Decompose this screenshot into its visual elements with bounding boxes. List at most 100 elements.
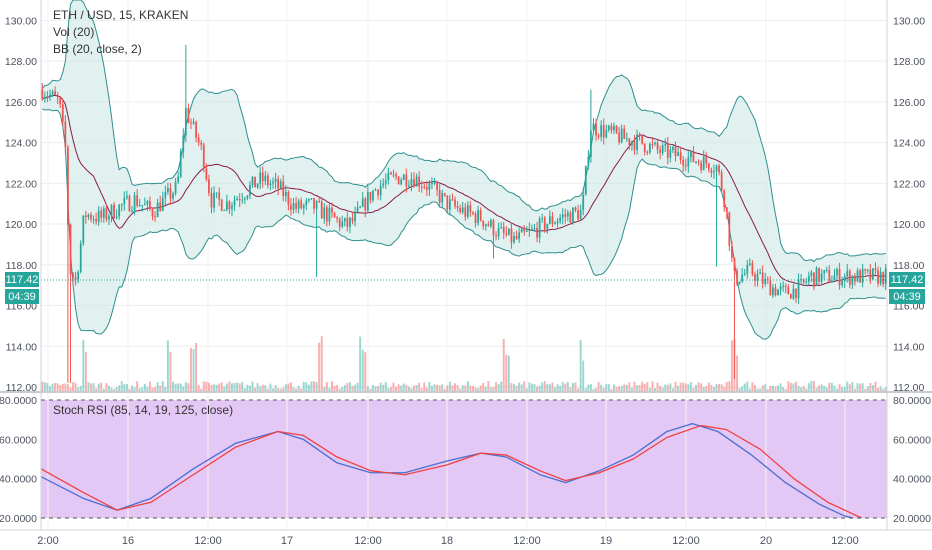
- candle-body: [479, 210, 482, 221]
- candle-body: [546, 223, 549, 230]
- candle-body: [518, 232, 520, 239]
- candle-body: [210, 193, 213, 208]
- candle-body: [854, 275, 856, 282]
- volume-bar: [646, 382, 649, 391]
- volume-bar: [274, 385, 277, 391]
- volume-bar: [92, 383, 95, 391]
- stoch-tick-label-left: 80.0000: [0, 395, 37, 407]
- candle-body: [490, 220, 492, 227]
- volume-bar: [723, 386, 726, 391]
- candle-body: [259, 172, 262, 184]
- candle-body: [731, 245, 733, 258]
- candle-body: [136, 195, 139, 206]
- bb-legend[interactable]: BB (20, close, 2): [53, 42, 142, 56]
- volume-bar: [136, 381, 139, 391]
- candle-body: [59, 97, 62, 105]
- volume-bar: [543, 381, 546, 391]
- candle-body: [97, 210, 100, 222]
- candle-body: [215, 192, 218, 194]
- symbol-legend[interactable]: ETH / USD, 15, KRAKEN: [53, 8, 188, 22]
- x-tick-label: 12:00: [194, 535, 222, 547]
- candle-body: [828, 269, 831, 282]
- volume-bar: [574, 382, 577, 391]
- volume-bar: [815, 387, 818, 391]
- candle-body: [133, 195, 136, 211]
- volume-bar: [97, 383, 100, 391]
- volume-bar: [474, 387, 477, 391]
- y-tick-label-left: 126.00: [5, 97, 37, 109]
- candle-body: [523, 228, 526, 232]
- volume-bar: [556, 384, 559, 391]
- volume-bar: [669, 383, 672, 391]
- volume-bar: [615, 386, 618, 391]
- volume-bar: [341, 387, 344, 391]
- volume-bar: [859, 383, 862, 391]
- volume-bar: [605, 384, 608, 391]
- candle-body: [95, 219, 97, 222]
- volume-bar: [231, 383, 233, 391]
- volume-bar: [787, 381, 790, 391]
- volume-bar: [43, 382, 46, 391]
- volume-bar: [489, 387, 492, 391]
- volume-bar: [720, 384, 723, 391]
- candle-body: [533, 227, 536, 229]
- volume-bar: [812, 381, 815, 391]
- candle-body: [213, 192, 215, 208]
- x-tick-label: 19: [600, 535, 612, 547]
- candle-body: [190, 122, 192, 124]
- volume-bar: [407, 386, 410, 391]
- candle-body: [354, 212, 356, 222]
- volume-bar: [336, 385, 339, 391]
- volume-bar: [797, 385, 800, 391]
- candle-body: [677, 152, 679, 157]
- candle-body: [338, 218, 341, 227]
- volume-bar: [505, 354, 508, 391]
- volume-bar: [564, 383, 567, 391]
- candle-body: [554, 222, 556, 225]
- volume-bar: [538, 385, 541, 391]
- volume-bar: [751, 382, 754, 391]
- y-tick-label-right: 114.00: [893, 341, 924, 353]
- candle-body: [374, 189, 377, 191]
- volume-bar: [764, 384, 767, 391]
- y-tick-label-right: 126.00: [893, 97, 925, 109]
- bb-basis-line: [42, 94, 886, 287]
- volume-bar: [184, 381, 187, 391]
- candle-body: [715, 165, 718, 172]
- volume-bar: [389, 387, 392, 391]
- candle-body: [251, 176, 254, 185]
- volume-bar: [595, 387, 598, 391]
- stoch-tick-label-right: 20.0000: [893, 513, 931, 525]
- candle-body: [592, 123, 595, 131]
- candle-body: [408, 185, 410, 187]
- candle-body: [782, 286, 785, 288]
- candle-body: [810, 272, 813, 277]
- volume-bar: [361, 349, 364, 391]
- volume-bar: [800, 387, 803, 391]
- volume-bar: [56, 383, 59, 391]
- volume-bar: [569, 387, 572, 391]
- candle-body: [123, 197, 126, 205]
- volume-bar: [369, 388, 372, 391]
- candle-body: [284, 191, 287, 197]
- volume-bar: [151, 387, 154, 391]
- candle-body: [651, 143, 654, 145]
- volume-bar: [664, 384, 667, 391]
- stoch-legend[interactable]: Stoch RSI (85, 14, 19, 125, close): [53, 403, 233, 417]
- y-tick-label-right: 118.00: [893, 260, 924, 272]
- volume-legend[interactable]: Vol (20): [53, 25, 94, 39]
- candle-body: [84, 215, 87, 218]
- candle-body: [449, 199, 451, 210]
- volume-bar: [656, 382, 659, 391]
- volume-bar: [579, 339, 582, 391]
- volume-bar: [682, 382, 685, 391]
- candle-body: [105, 208, 108, 220]
- candle-body: [618, 132, 620, 143]
- volume-bar: [269, 383, 272, 391]
- candle-body: [177, 176, 180, 182]
- candle-body: [674, 147, 677, 157]
- candle-body: [392, 174, 395, 176]
- candle-body: [208, 179, 210, 194]
